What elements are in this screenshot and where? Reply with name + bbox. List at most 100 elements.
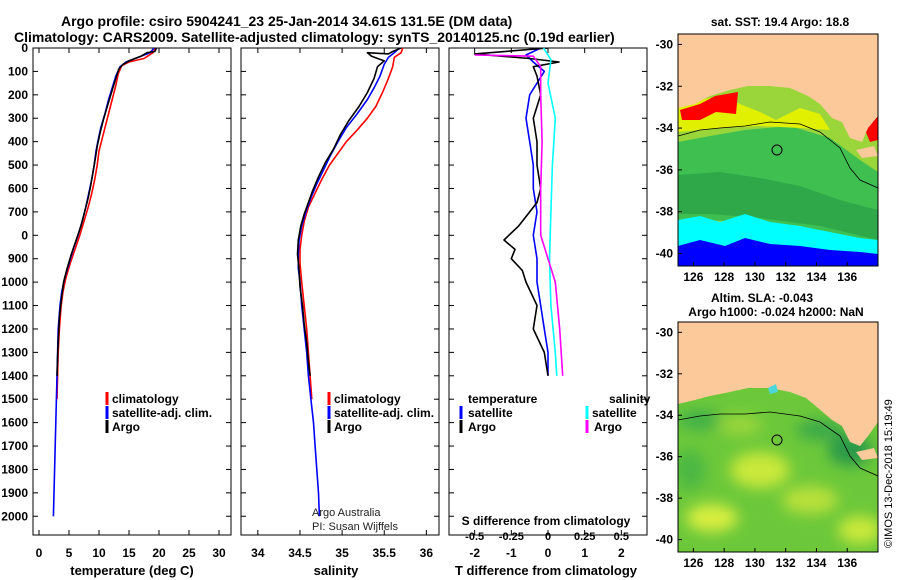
x-tick-label: 2 [618,546,625,560]
series-line-s-argo [474,54,564,376]
map-lon-label: 128 [714,270,734,284]
depth-tick-label: 1500 [1,392,28,406]
legend-label-climatology: climatology [112,392,179,406]
sla-blotch [730,452,790,488]
sst-land [678,34,878,142]
sla-map-title-1: Altim. SLA: -0.043 [711,291,813,305]
x-tick-label: -2 [469,546,480,560]
series-line-argo [296,48,402,376]
x-tick-label: 35.5 [373,546,397,560]
depth-tick-label: 100 [8,64,28,78]
sst-map-frame [677,33,879,267]
map-lon-label: 134 [806,556,826,570]
depth-tick-label: 1200 [1,322,28,336]
map-lat-label: -40 [656,533,674,547]
difference-legend: temperature satellite Argo salinity sate… [459,392,651,434]
map-lon-label: 136 [837,556,857,570]
legend-label-satellite: satellite-adj. clim. [112,406,212,420]
map-lat-label: -36 [656,163,674,177]
legend-title-salinity: salinity [609,392,651,406]
sla-blotch [718,415,762,435]
depth-tick-label: 400 [8,135,28,149]
depth-tick-label: 0 [21,41,28,55]
series-line-argo [56,48,158,376]
depth-tick-label: 1100 [2,299,28,313]
sla-map-frame [677,321,879,553]
depth-tick-label: 1000 [1,275,28,289]
legend-label-argo: Argo [112,420,140,434]
sst-green-mid [678,172,878,240]
map-lon-label: 126 [683,556,703,570]
difference-xlabel: T difference from climatology [455,563,638,578]
series-line-s-satellite [542,48,558,376]
sla-contour [678,411,878,477]
x-tick-label: 0 [545,546,552,560]
legend-title-temperature: temperature [468,392,538,406]
x-tick-label: 25 [182,546,196,560]
s-diff-tick-label: 0.5 [614,531,629,543]
sla-map-title-2: Argo h1000: -0.024 h2000: NaN [688,305,863,319]
difference-panel [448,47,648,536]
s-diff-tick-label: 0.25 [574,531,595,543]
depth-tick-label: 600 [8,181,28,195]
sst-contour [678,121,878,189]
sst-red-patch-east [865,116,878,142]
x-axis-tick-labels: 0 5 10 15 20 25 30 34 34.5 35 35.5 36 -2 -1 0 1 2 -0.5 -0.… [36,531,629,560]
map-lon-label: 128 [714,556,734,570]
x-tick-label: 10 [92,546,106,560]
sst-map-ticks: 126 128 130 132 134 136 -30 -32 -34 -36 -38 -40 [656,37,858,284]
sst-red-patch [680,92,738,120]
legend-label-s-argo: Argo [594,420,622,434]
sst-map [678,34,878,266]
x-tick-label: 5 [66,546,73,560]
depth-tick-label: 2000 [1,509,28,523]
salinity-xlabel: salinity [314,563,360,578]
depth-tick-label: 0 [21,228,28,242]
series-line-climatology [299,48,404,400]
depth-tick-label: 1300 [1,345,28,359]
x-tick-label: 1 [581,546,588,560]
title-line-1: Argo profile: csiro 5904241_23 25-Jan-20… [61,13,512,29]
salinity-legend: climatology satellite-adj. clim. Argo Ar… [312,392,434,533]
map-lon-label: 132 [776,270,796,284]
sst-argo-position [771,144,783,156]
x-tick-label: -1 [506,546,517,560]
map-lon-label: 130 [745,270,765,284]
imos-watermark: ©IMOS 13-Dec-2018 15:19:49 [883,399,895,548]
sla-argo-position [771,434,783,446]
x-tick-label: 36 [420,546,434,560]
map-lat-label: -30 [656,325,674,339]
sst-kangaroo-island [856,146,878,158]
temperature-series [52,48,158,517]
depth-tick-label: 1800 [1,462,28,476]
axis-ticks [33,47,647,535]
sla-kangaroo-island [856,448,878,460]
x-tick-label: 30 [212,546,226,560]
sla-blotch [678,410,722,430]
series-line-climatology [56,48,157,400]
x-tick-label: 34.5 [288,546,312,560]
map-lat-label: -34 [656,408,674,422]
title-line-2: Climatology: CARS2009. Satellite-adjuste… [14,29,615,45]
depth-tick-label: 300 [8,111,28,125]
credit-argo-australia: Argo Australia [312,507,381,519]
map-lat-label: -38 [656,205,674,219]
sla-blotch [782,486,838,514]
map-lon-label: 132 [776,556,796,570]
sla-map-ticks: 126 128 130 132 134 136 -30 -32 -34 -36 -38 -40 [656,325,858,570]
x-tick-label: 35 [335,546,349,560]
legend-label-argo: Argo [334,420,362,434]
depth-tick-label: 700 [8,205,28,219]
map-lat-label: -40 [656,246,674,260]
sla-coastal-cyan [768,384,778,394]
legend-label-t-argo: Argo [468,420,496,434]
legend-label-satellite: satellite-adj. clim. [334,406,434,420]
legend-label-climatology: climatology [334,392,401,406]
difference-series [473,48,564,376]
sla-map [678,322,878,552]
s-diff-tick-label: -0.5 [465,531,484,543]
x-tick-label: 34 [251,546,265,560]
legend-label-t-satellite: satellite [468,406,513,420]
x-tick-label: 20 [152,546,166,560]
